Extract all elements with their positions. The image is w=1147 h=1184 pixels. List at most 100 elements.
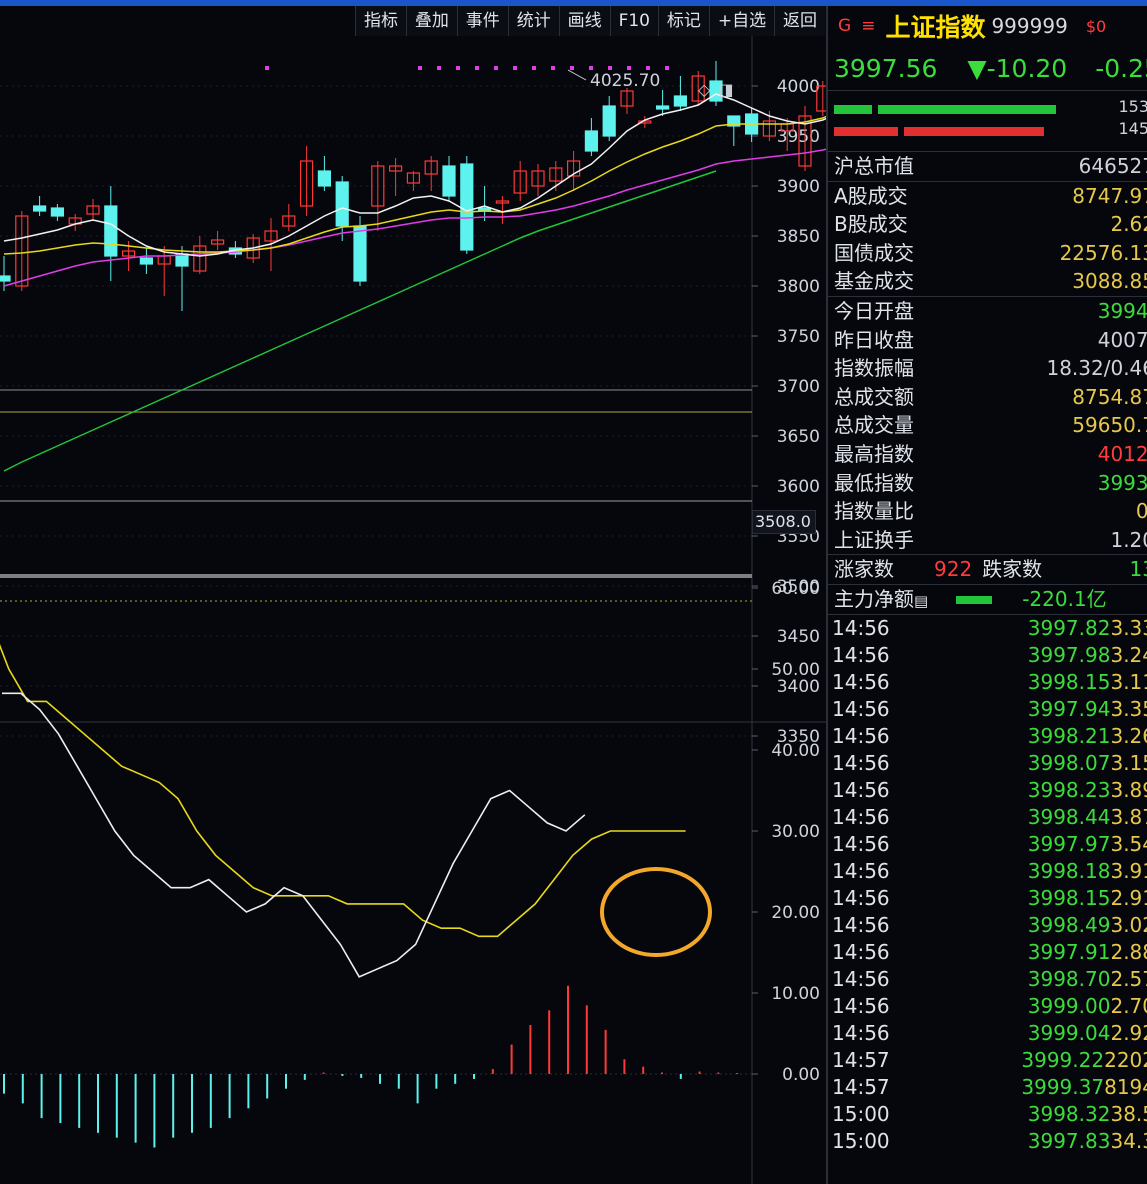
candle-body [655,105,670,110]
price-tick-label: 3700 [777,377,820,397]
tick-row[interactable]: 14:56 3999.042.92 [828,1020,1147,1047]
stat-value: 3993. [1097,470,1147,495]
candle-body [673,95,688,107]
stat-value: 0. [1136,497,1147,526]
candle-body [50,207,65,217]
tick-price: 3998.23 [1027,777,1111,802]
toolbar-events-button[interactable]: 事件 [456,6,508,36]
candle-body [638,120,652,124]
candle-body [193,245,207,272]
stat-value: 18.32/0.46 [1046,356,1147,381]
tick-price: 3997.97 [1027,831,1111,856]
toolbar-add-watchlist-button[interactable]: +自选 [708,6,774,36]
tick-row[interactable]: 14:56 3998.233.89 [828,777,1147,804]
tick-row[interactable]: 14:56 3999.002.70 [828,993,1147,1020]
tick-volume: 2.57 [1110,966,1147,991]
event-marker [608,66,612,70]
tick-row[interactable]: 14:56 3997.943.35 [828,696,1147,723]
tick-volume: 34.3 [1110,1128,1147,1153]
tick-row[interactable]: 14:56 3997.973.54 [828,831,1147,858]
stat-row: B股成交 2.62 [828,210,1147,239]
candle-body [282,215,296,227]
tick-row[interactable]: 14:56 3998.493.02 [828,912,1147,939]
stat-row: 最低指数 3993. [828,469,1147,498]
candle-body [424,160,438,175]
candle-body [762,120,777,137]
toolbar-stats-button[interactable]: 统计 [507,6,559,36]
event-marker [551,66,555,70]
tick-volume: 2202 [1104,1047,1147,1072]
price-tick-label: 3850 [777,227,820,247]
ind-tick-label: 30.00 [771,822,820,842]
candle-body [816,85,826,112]
tick-price: 3999.22 [1021,1047,1105,1072]
toolbar-overlay-button[interactable]: 叠加 [405,6,457,36]
ma-green-line [3,170,717,472]
stat-row: 今日开盘 3994. [828,295,1147,326]
tick-time: 14:56 [832,993,890,1018]
tick-row[interactable]: 14:56 3998.152.91 [828,885,1147,912]
tick-price: 3997.82 [1027,615,1111,640]
stat-value: 4007. [1097,327,1147,352]
tick-row[interactable]: 14:56 3997.912.88 [828,939,1147,966]
tick-row[interactable]: 14:57 3999.222202 [828,1047,1147,1074]
tick-time: 14:56 [832,669,890,694]
stat-label: 指数量比 [834,499,914,524]
toolbar-f10-button[interactable]: F10 [609,6,658,36]
toolbar-back-button[interactable]: 返回 [774,6,825,36]
stat-label: 今日开盘 [834,298,914,323]
kline-chart[interactable]: 4000395039003850380037503700365036003550… [0,36,826,1184]
price-tick-label: 4000 [777,77,820,97]
tick-time: 15:00 [832,1128,890,1153]
candle-body [353,225,367,282]
stat-label: 最高指数 [834,441,914,466]
diamond-icon[interactable]: ◇ [698,80,711,99]
tick-row[interactable]: 14:57 3999.378194 [828,1074,1147,1101]
ind-tick-label: 50.00 [771,660,820,680]
price-tick-label: 3500 [777,577,820,597]
list-icon[interactable]: ▤ [914,591,929,610]
high-price-label: 4025.70 [590,71,660,91]
tick-price: 3998.49 [1027,912,1111,937]
tick-row[interactable]: 14:56 3998.443.87 [828,804,1147,831]
toolbar-draw-button[interactable]: 画线 [558,6,610,36]
toolbar-indicator-button[interactable]: 指标 [355,6,406,36]
tick-list[interactable]: 14:56 3997.823.33 14:56 3997.983.24 14:56 399… [828,613,1147,1155]
tick-volume: 2.92 [1110,1020,1147,1045]
stat-row: 沪总市值 646527 [828,151,1147,181]
main-flow-value: -220.1亿 [1022,586,1107,611]
tick-price: 3999.04 [1027,1020,1111,1045]
ind-tick-label: 40.00 [771,741,820,761]
tick-price: 3997.98 [1027,642,1111,667]
tick-row[interactable]: 14:56 3998.702.57 [828,966,1147,993]
tick-row[interactable]: 14:56 3997.983.24 [828,642,1147,669]
ind-tick-label: 60.00 [771,579,820,599]
tick-row[interactable]: 14:56 3998.153.11 [828,669,1147,696]
ma-magenta-line [3,148,826,287]
stat-row: 指数量比 0. [828,497,1147,526]
chart-area[interactable]: 4000 3950 3900 3850 3800 3750 3700 3650 3600 3550… [0,36,826,1184]
tick-time: 14:56 [832,885,890,910]
menu-icon[interactable]: ≡ [861,16,876,36]
candle-body [317,170,331,187]
toolbar-mark-button[interactable]: 标记 [657,6,709,36]
tick-row[interactable]: 14:56 3998.183.91 [828,858,1147,885]
breadth-bar-down-a [834,127,898,136]
event-marker [513,66,517,70]
candle-body [727,115,741,127]
panel-toggle-icon[interactable]: ◨ [718,80,734,99]
price-tick-label: 3900 [777,177,820,197]
price-tick-label: 3950 [777,127,820,147]
quote-line: 3997.56 ▼-10.20 -0.25 [828,46,1147,90]
tick-row[interactable]: 14:56 3998.073.15 [828,750,1147,777]
event-marker [437,66,441,70]
price-tick-label: 3650 [777,427,820,447]
price-tick-label: 3350 [777,727,820,747]
breadth-up-number: 153 [1118,97,1147,116]
price-tick-label: 3400 [777,677,820,697]
tick-row[interactable]: 14:56 3998.213.26 [828,723,1147,750]
tick-row[interactable]: 14:56 3997.823.33 [828,615,1147,642]
tick-price: 3999.00 [1027,993,1111,1018]
